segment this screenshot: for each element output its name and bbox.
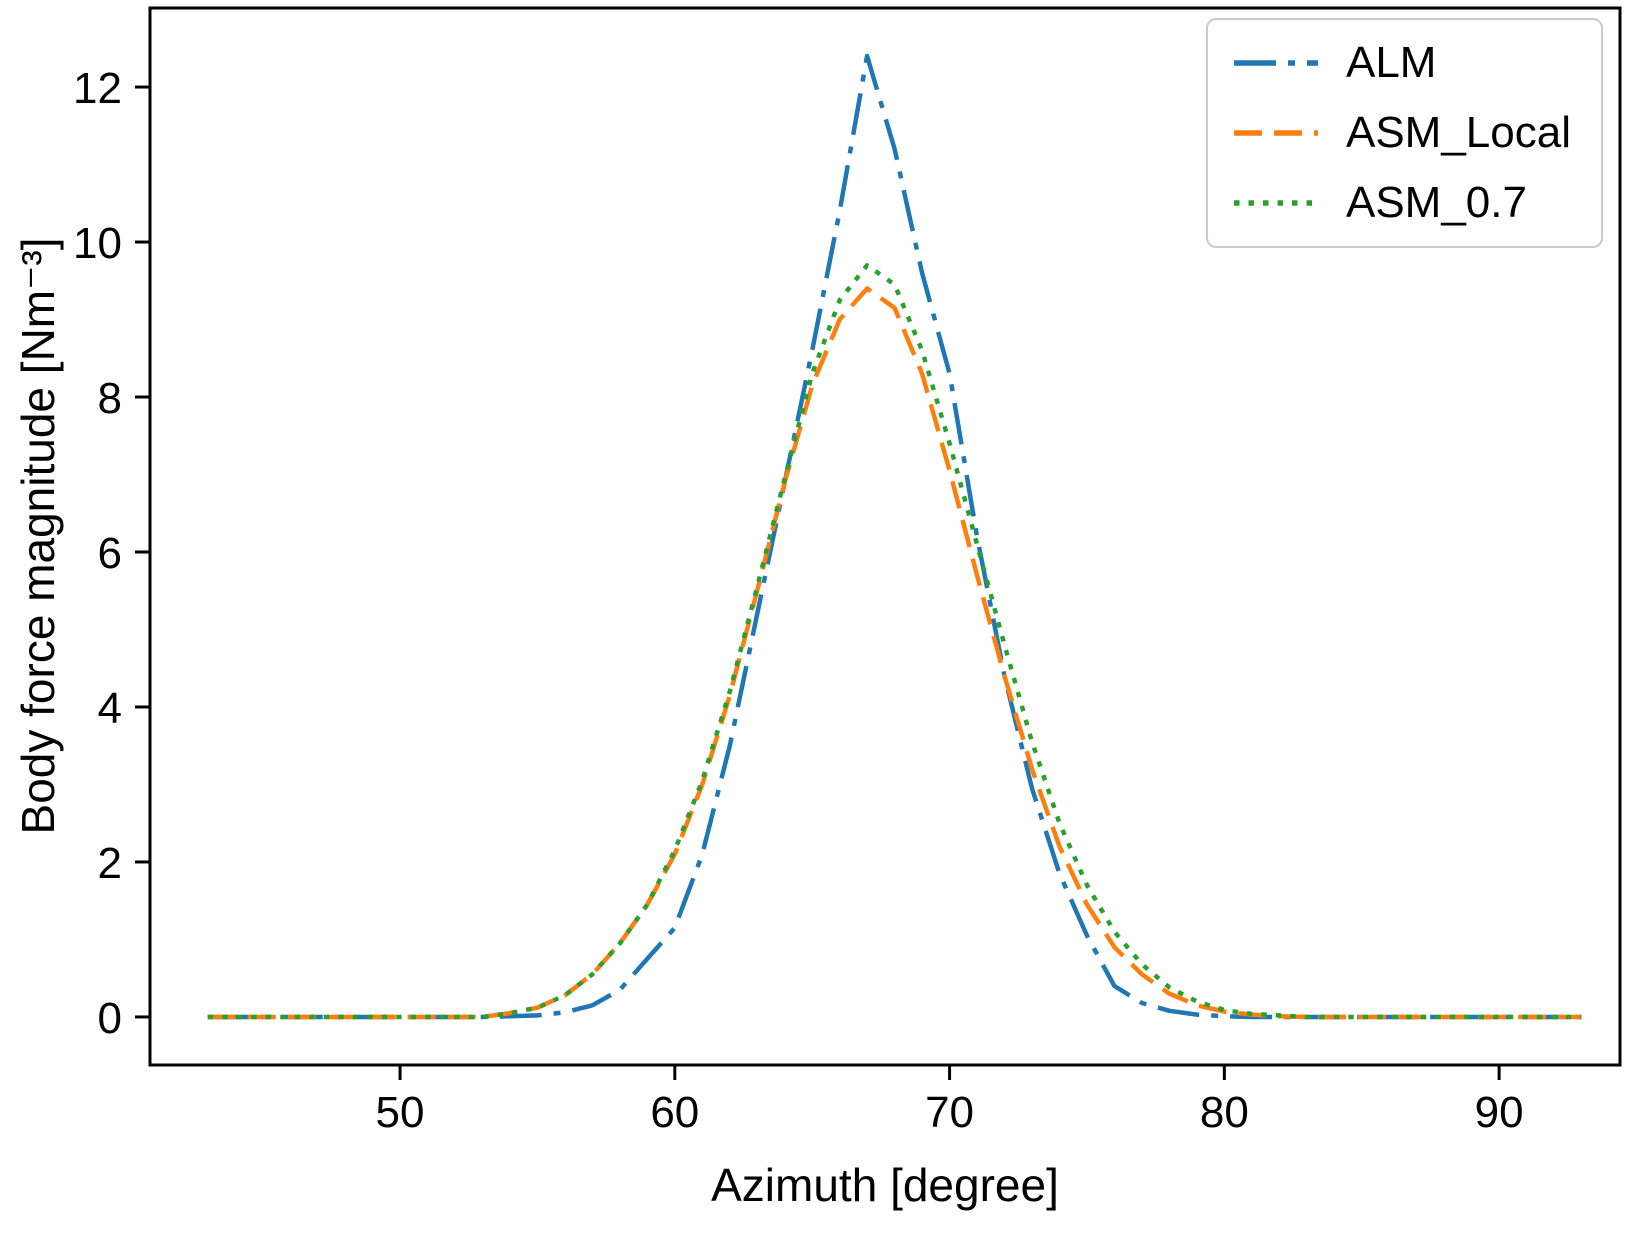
legend-item-asm-07: ASM_0.7 (1232, 178, 1571, 228)
legend-item-asm-local: ASM_Local (1232, 108, 1571, 158)
series-line-ALM (207, 53, 1582, 1020)
legend-label-asm-local: ASM_Local (1345, 108, 1571, 157)
asm-local-line-sample-icon (1233, 130, 1318, 136)
y-tick-label: 2 (98, 839, 122, 888)
x-tick-label: 80 (1200, 1088, 1249, 1137)
legend: ALM ASM_Local ASM_0.7 (1205, 18, 1603, 248)
y-tick-label: 10 (73, 219, 122, 268)
legend-label-alm: ALM (1345, 38, 1437, 87)
x-tick-label: 90 (1475, 1088, 1524, 1137)
y-tick-label: 8 (98, 374, 122, 423)
x-tick-label: 50 (376, 1088, 425, 1137)
x-tick-label: 60 (650, 1088, 699, 1137)
y-tick-label: 0 (98, 994, 122, 1043)
series-line-ASM_Local (207, 286, 1582, 1020)
legend-item-alm: ALM (1232, 38, 1571, 88)
series-line-ASM_0.7 (207, 263, 1582, 1020)
x-axis-label: Azimuth [degree] (711, 1159, 1059, 1211)
y-tick-label: 12 (73, 64, 122, 113)
legend-label-asm-07: ASM_0.7 (1345, 178, 1527, 227)
y-tick-label: 4 (98, 684, 122, 733)
asm-07-line-sample-icon (1233, 200, 1318, 206)
x-tick-label: 70 (925, 1088, 974, 1137)
plot-frame (148, 6, 1622, 1067)
y-tick-label: 6 (98, 529, 122, 578)
y-axis-label: Body force magnitude [Nm⁻³] (12, 237, 64, 835)
alm-line-sample-icon (1233, 60, 1318, 66)
